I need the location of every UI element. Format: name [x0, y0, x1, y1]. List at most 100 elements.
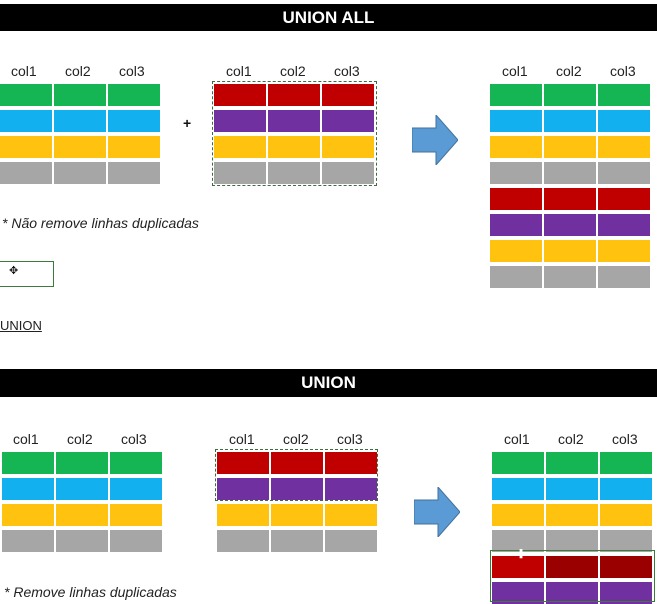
table-cell [600, 582, 652, 604]
table-cell [108, 136, 160, 158]
table-cell [2, 530, 54, 552]
table-cell [490, 266, 542, 288]
table-cell [2, 504, 54, 526]
table-cell [490, 110, 542, 132]
table-cell [598, 136, 650, 158]
table-cell [490, 84, 542, 106]
table-cell [110, 478, 162, 500]
table-cell [217, 452, 269, 474]
table-cell [110, 452, 162, 474]
union-title: UNION [301, 373, 356, 392]
table-cell [322, 110, 374, 132]
s2-middle-selection-border [215, 449, 378, 501]
s2-mid-col3-header: col3 [337, 431, 363, 447]
table-cell [325, 452, 377, 474]
table-cell [600, 504, 652, 526]
table-cell [490, 188, 542, 210]
table-cell [56, 530, 108, 552]
table-cell [214, 84, 266, 106]
s1-middle-selection-border [212, 81, 377, 186]
table-cell [56, 478, 108, 500]
table-cell [271, 478, 323, 500]
s1-result-col2-header: col2 [556, 63, 582, 79]
table-cell [492, 452, 544, 474]
table-cell [598, 266, 650, 288]
table-cell [544, 110, 596, 132]
table-cell [598, 240, 650, 262]
table-cell [2, 452, 54, 474]
table-cell [544, 84, 596, 106]
s2-left-col1-header: col1 [13, 431, 39, 447]
table-cell [544, 162, 596, 184]
table-cell [322, 84, 374, 106]
table-cell [268, 110, 320, 132]
table-cell [546, 452, 598, 474]
table-cell [325, 504, 377, 526]
s2-result-col1-header: col1 [504, 431, 530, 447]
table-cell [54, 110, 106, 132]
table-cell [0, 136, 52, 158]
table-cell [54, 136, 106, 158]
table-cell [217, 504, 269, 526]
table-cell [108, 162, 160, 184]
table-cell [600, 556, 652, 578]
table-cell [598, 110, 650, 132]
table-cell [217, 530, 269, 552]
table-cell [214, 110, 266, 132]
table-cell [600, 452, 652, 474]
table-cell [268, 162, 320, 184]
table-cell [490, 136, 542, 158]
s1-result-col1-header: col1 [502, 63, 528, 79]
table-cell [490, 162, 542, 184]
table-cell [600, 478, 652, 500]
s1-mid-col3-header: col3 [334, 63, 360, 79]
table-cell [271, 504, 323, 526]
s1-left-col1-header: col1 [11, 63, 37, 79]
s1-note: * Não remove linhas duplicadas [2, 215, 199, 231]
table-cell [544, 188, 596, 210]
union-link[interactable]: UNION [0, 318, 42, 333]
table-cell [0, 110, 52, 132]
table-cell [544, 240, 596, 262]
s2-left-col3-header: col3 [121, 431, 147, 447]
table-cell [546, 530, 598, 552]
table-cell [598, 214, 650, 236]
table-cell [325, 478, 377, 500]
selected-cell-box[interactable]: ✥ [0, 261, 54, 287]
union-all-title: UNION ALL [282, 8, 375, 27]
table-cell [0, 162, 52, 184]
s2-left-col2-header: col2 [67, 431, 93, 447]
table-cell [598, 84, 650, 106]
s1-left-col2-header: col2 [65, 63, 91, 79]
table-cell [325, 530, 377, 552]
table-cell [217, 478, 269, 500]
s1-result-col3-header: col3 [610, 63, 636, 79]
s1-arrow-icon [412, 115, 458, 165]
table-cell [492, 478, 544, 500]
s2-result-col2-header: col2 [558, 431, 584, 447]
union-banner: UNION [0, 369, 657, 397]
table-cell [268, 136, 320, 158]
table-cell [110, 530, 162, 552]
table-cell [322, 162, 374, 184]
table-cell [108, 84, 160, 106]
s2-mid-col1-header: col1 [229, 431, 255, 447]
s1-mid-col1-header: col1 [226, 63, 252, 79]
table-cell [546, 478, 598, 500]
table-cell [56, 504, 108, 526]
table-cell [544, 136, 596, 158]
table-cell [54, 84, 106, 106]
table-cell [54, 162, 106, 184]
union-all-banner: UNION ALL [0, 4, 657, 31]
table-cell [598, 162, 650, 184]
s1-mid-col2-header: col2 [280, 63, 306, 79]
table-cell [271, 530, 323, 552]
table-cell [544, 214, 596, 236]
table-cell [546, 556, 598, 578]
s2-note: * Remove linhas duplicadas [4, 584, 177, 600]
table-cell [56, 452, 108, 474]
table-cell [492, 504, 544, 526]
table-cell [492, 556, 544, 578]
s1-left-col3-header: col3 [119, 63, 145, 79]
table-cell [546, 504, 598, 526]
